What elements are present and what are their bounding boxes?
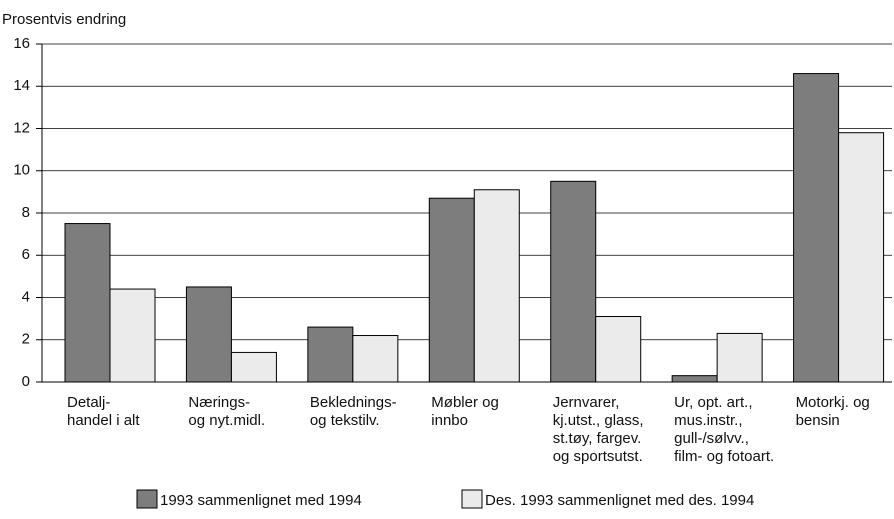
x-tick-label: mus.instr., (674, 412, 742, 429)
x-tick-label: gull-/sølvv., (674, 430, 749, 447)
y-tick-label: 6 (22, 246, 30, 263)
legend-label: 1993 sammenlignet med 1994 (160, 492, 362, 509)
bar (550, 180, 597, 383)
x-tick-label: kj.utst., glass, (553, 412, 644, 429)
y-tick-label: 10 (13, 162, 30, 179)
y-axis-label: Prosentvis endring (2, 11, 126, 28)
bar (428, 197, 475, 383)
y-tick-label: 12 (13, 119, 30, 136)
x-tick-label: Motorkj. og (796, 394, 870, 411)
y-tick-label: 16 (13, 35, 30, 52)
bar (595, 316, 642, 383)
x-tick-label: og nyt.midl. (188, 412, 265, 429)
x-tick-label: handel i alt (67, 412, 140, 429)
bar (64, 223, 111, 383)
x-tick-label: Detalj- (67, 394, 110, 411)
bar (230, 351, 277, 383)
bar (185, 286, 232, 383)
legend-swatch (461, 489, 483, 509)
bar (307, 326, 354, 383)
legend-swatch (136, 489, 158, 509)
legend-label: Des. 1993 sammenlignet med des. 1994 (485, 492, 754, 509)
x-tick-label: bensin (796, 412, 840, 429)
x-tick-label: og tekstilv. (310, 412, 380, 429)
bar (838, 132, 885, 383)
x-tick-label: Jernvarer, (553, 394, 620, 411)
x-tick-label: Beklednings- (310, 394, 397, 411)
y-tick-label: 0 (22, 373, 30, 390)
y-tick-label: 4 (22, 288, 30, 305)
bar (473, 189, 520, 383)
bar (671, 375, 718, 383)
bar (716, 332, 763, 383)
x-tick-label: Nærings- (188, 394, 250, 411)
x-tick-label: film- og fotoart. (674, 448, 774, 465)
x-tick-label: Ur, opt. art., (674, 394, 752, 411)
bar (352, 335, 399, 383)
y-tick-label: 14 (13, 77, 30, 94)
bar (793, 73, 840, 383)
y-tick-label: 8 (22, 204, 30, 221)
bar (109, 288, 156, 383)
x-tick-label: Møbler og (431, 394, 499, 411)
x-tick-label: og sportsutst. (553, 448, 643, 465)
y-tick-label: 2 (22, 331, 30, 348)
x-tick-label: st.tøy, fargev. (553, 430, 642, 447)
x-tick-label: innbo (431, 412, 468, 429)
